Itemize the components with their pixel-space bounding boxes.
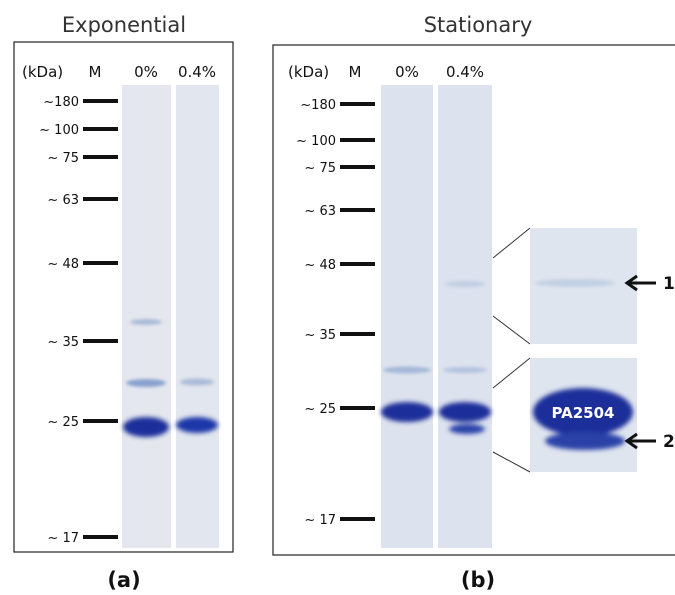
unit-label: (kDa)	[22, 63, 63, 81]
band	[180, 379, 214, 386]
marker-label: ~ 75	[47, 151, 79, 166]
gel-lane	[438, 85, 492, 548]
arrow-label: 2	[663, 432, 675, 452]
gel-lane	[176, 85, 219, 548]
lane-label: 0.4%	[446, 63, 484, 81]
band	[383, 367, 431, 374]
band	[381, 402, 433, 422]
panel-label: (a)	[107, 568, 140, 592]
marker-label: ~ 17	[47, 531, 79, 546]
marker-label: ~180	[43, 95, 79, 110]
band	[545, 432, 625, 450]
marker-label: ~ 63	[304, 204, 336, 219]
band	[445, 281, 485, 287]
band-label: PA2504	[552, 404, 615, 422]
marker-label: ~ 63	[47, 193, 79, 208]
band	[535, 279, 615, 287]
lane-label: 0%	[395, 63, 419, 81]
marker-label: ~ 48	[304, 258, 336, 273]
band	[130, 319, 162, 325]
marker-header: M	[349, 63, 362, 81]
marker-label: ~ 25	[304, 402, 336, 417]
marker-label: ~ 100	[39, 123, 79, 138]
band	[443, 367, 487, 373]
marker-label: ~ 35	[47, 335, 79, 350]
gel-lane	[381, 85, 433, 548]
band	[123, 417, 169, 437]
marker-label: ~180	[300, 98, 336, 113]
gel-lane	[122, 85, 171, 548]
unit-label: (kDa)	[288, 63, 329, 81]
arrow-label: 1	[663, 274, 675, 294]
lane-label: 0.4%	[178, 63, 216, 81]
marker-label: ~ 35	[304, 328, 336, 343]
panel-title: Stationary	[424, 13, 533, 37]
figure: PA2504 1 2 Exponential (a) (kDa) M 0% 0.4% ~18…	[0, 0, 675, 595]
band	[176, 417, 218, 433]
band	[439, 402, 491, 422]
marker-label: ~ 75	[304, 161, 336, 176]
marker-label: ~ 100	[296, 134, 336, 149]
panel-title: Exponential	[62, 13, 186, 37]
panel-label: (b)	[461, 568, 495, 592]
marker-header: M	[89, 63, 102, 81]
marker-label: ~ 17	[304, 513, 336, 528]
band	[126, 379, 166, 387]
band	[449, 424, 485, 434]
marker-label: ~ 25	[47, 415, 79, 430]
lane-label: 0%	[134, 63, 158, 81]
marker-label: ~ 48	[47, 257, 79, 272]
